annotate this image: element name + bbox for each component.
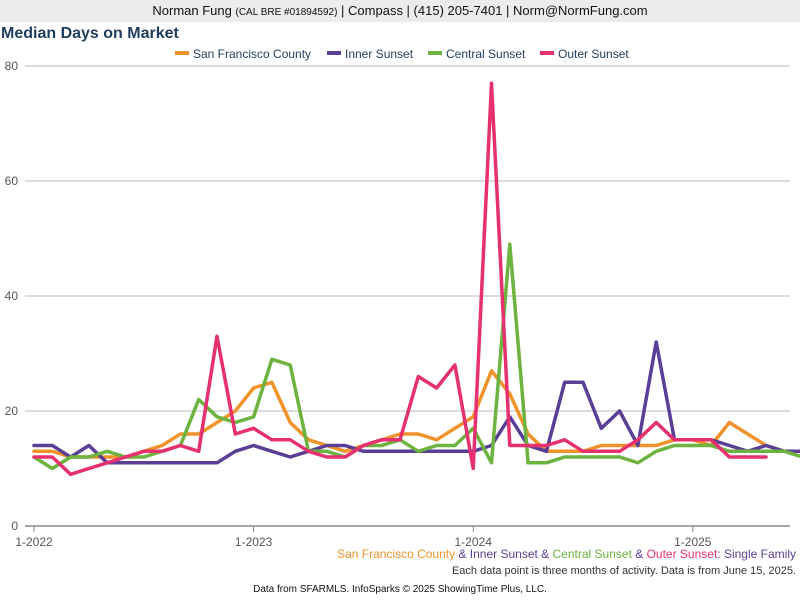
series-caption: San Francisco County & Inner Sunset & Ce…	[337, 547, 796, 561]
source-footer: Data from SFARMLS. InfoSparks © 2025 Sho…	[253, 584, 547, 595]
agent-license: (CAL BRE #01894592)	[235, 7, 338, 18]
legend-label-central-sunset: Central Sunset	[446, 47, 526, 61]
x-tick-label-2: 1-2024	[455, 535, 493, 549]
legend-label-inner-sunset: Inner Sunset	[345, 47, 414, 61]
agent-header: Norman Fung (CAL BRE #01894592) | Compas…	[0, 0, 800, 22]
caption-part: &	[631, 547, 647, 561]
caption-part: &	[455, 547, 470, 561]
data-note: Each data point is three months of activ…	[451, 565, 796, 577]
agent-contact: | Compass | (415) 205-7401 | Norm@NormFu…	[341, 3, 648, 18]
y-tick-label-80: 80	[5, 59, 19, 73]
caption-part: &	[537, 547, 553, 561]
x-tick-label-0: 1-2022	[15, 535, 53, 549]
x-tick-label-1: 1-2023	[235, 535, 273, 549]
y-tick-label-40: 40	[5, 289, 19, 303]
y-tick-label-20: 20	[5, 404, 19, 418]
legend-label-san-francisco-county: San Francisco County	[193, 47, 311, 61]
caption-part: Central Sunset	[552, 547, 632, 561]
caption-part: San Francisco County	[337, 547, 456, 561]
series-line-outer-sunset	[32, 81, 768, 477]
x-tick-label-3: 1-2025	[674, 535, 712, 549]
caption-part: Outer Sunset	[646, 547, 718, 561]
caption-part: : Single Family	[717, 547, 796, 561]
y-tick-label-60: 60	[5, 174, 19, 188]
caption-part: Inner Sunset	[469, 547, 538, 561]
y-tick-label-0: 0	[11, 519, 18, 533]
agent-name: Norman Fung	[152, 3, 232, 18]
legend-label-outer-sunset: Outer Sunset	[558, 47, 629, 61]
chart-title: Median Days on Market	[1, 25, 179, 42]
